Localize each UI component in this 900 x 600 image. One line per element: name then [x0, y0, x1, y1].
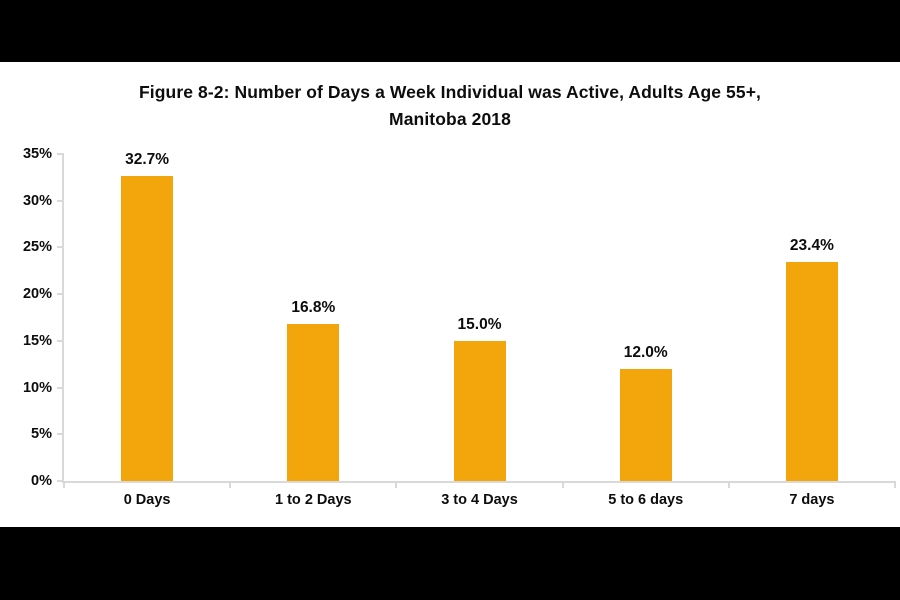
y-axis-tick-label: 20%: [22, 286, 52, 303]
chart-title-line1: Figure 8-2: Number of Days a Week Indivi…: [139, 82, 761, 102]
category-label: 3 to 4 Days: [441, 492, 518, 508]
y-axis-tick-mark: [57, 246, 64, 249]
y-axis-tick-mark: [57, 199, 64, 202]
chart-title: Figure 8-2: Number of Days a Week Indivi…: [0, 79, 900, 133]
category-slot: 16.8% 1 to 2 Days: [230, 154, 396, 508]
y-axis-tick-label: 15%: [22, 332, 52, 349]
y-axis-tick-label: 5%: [31, 426, 52, 443]
y-axis-tick-label: 35%: [22, 146, 52, 162]
plot-area: 32.7% 0 Days 16.8% 1 to 2 Days 15.0% 3 to 4 D…: [23, 146, 896, 508]
x-axis-tick-mark: [229, 481, 232, 488]
bar: [453, 340, 506, 481]
y-axis-tick-mark: [57, 433, 64, 436]
category-label: 5 to 6 days: [608, 492, 684, 508]
bar-value-label: 12.0%: [623, 343, 668, 361]
y-axis-tick-label: 0%: [31, 473, 52, 489]
y-axis-tick-mark: [57, 480, 64, 482]
chart-title-line2: Manitoba 2018: [389, 109, 511, 129]
y-axis-tick-mark: [57, 386, 64, 389]
y-axis-tick-label: 25%: [22, 239, 52, 256]
y-axis-tick-mark: [57, 293, 64, 296]
bar: [619, 368, 672, 481]
category-slot: 23.4% 7 days: [729, 154, 895, 508]
category-label: 7 days: [789, 492, 835, 508]
category-label: 0 Days: [123, 492, 171, 508]
bar-series: 32.7% 0 Days 16.8% 1 to 2 Days 15.0% 3 to 4 D…: [64, 150, 895, 508]
bar-chart-canvas: Figure 8-2: Number of Days a Week Indivi…: [0, 62, 900, 527]
bar-value-label: 15.0%: [457, 315, 502, 333]
bar-value-label: 23.4%: [789, 237, 834, 255]
bar: [121, 175, 174, 481]
y-axis-tick-mark: [57, 153, 64, 155]
bar: [287, 324, 340, 481]
x-axis-tick-mark: [561, 481, 564, 488]
x-axis-tick-mark: [727, 481, 730, 488]
category-slot: 32.7% 0 Days: [64, 150, 230, 508]
y-axis-tick-label: 30%: [22, 192, 52, 209]
x-axis-tick-mark: [395, 481, 398, 488]
x-axis-tick-mark: [894, 481, 896, 488]
top-letterbox: [0, 0, 900, 62]
bar-value-label: 16.8%: [291, 299, 336, 317]
category-label: 1 to 2 Days: [275, 492, 352, 508]
bar-value-label: 32.7%: [125, 150, 170, 168]
y-axis-tick-mark: [57, 339, 64, 342]
category-slot: 15.0% 3 to 4 Days: [396, 154, 562, 508]
bar: [785, 262, 838, 481]
category-slot: 12.0% 5 to 6 days: [563, 154, 729, 508]
bottom-letterbox: [0, 527, 900, 600]
x-axis-tick-mark: [63, 481, 65, 488]
y-axis-tick-label: 10%: [22, 379, 52, 396]
